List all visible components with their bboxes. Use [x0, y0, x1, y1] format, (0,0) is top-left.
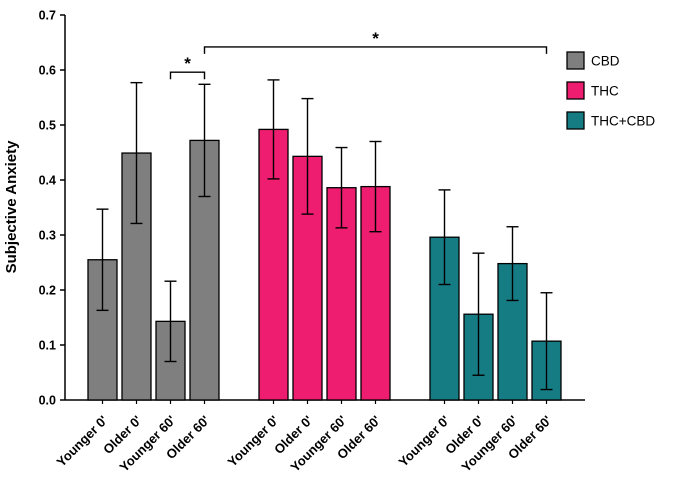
significance-bracket [169, 71, 206, 80]
y-tick-label: 0.2 [39, 284, 56, 298]
x-tick-label: Younger 0' [54, 413, 111, 470]
y-axis-label: Subjective Anxiety [3, 140, 20, 273]
legend-swatch [566, 111, 585, 130]
y-tick-label: 0.1 [39, 339, 56, 353]
legend-label: CBD [591, 54, 620, 69]
y-tick-label: 0.4 [39, 174, 56, 188]
y-tick-label: 0.6 [39, 64, 56, 78]
y-tick-label: 0.3 [39, 229, 56, 243]
legend-swatch [566, 81, 585, 100]
significance-star: * [184, 54, 191, 73]
legend-swatch [566, 51, 585, 70]
y-tick-label: 0.5 [39, 119, 56, 133]
y-tick-label: 0.0 [39, 394, 56, 408]
x-tick-label: Younger 0' [225, 413, 282, 470]
x-tick-label: Younger 0' [396, 413, 453, 470]
legend-label: THC+CBD [591, 114, 655, 129]
y-tick-label: 0.7 [39, 9, 56, 23]
significance-star: * [372, 29, 379, 48]
significance-bracket [203, 46, 548, 54]
legend-label: THC [591, 84, 619, 99]
